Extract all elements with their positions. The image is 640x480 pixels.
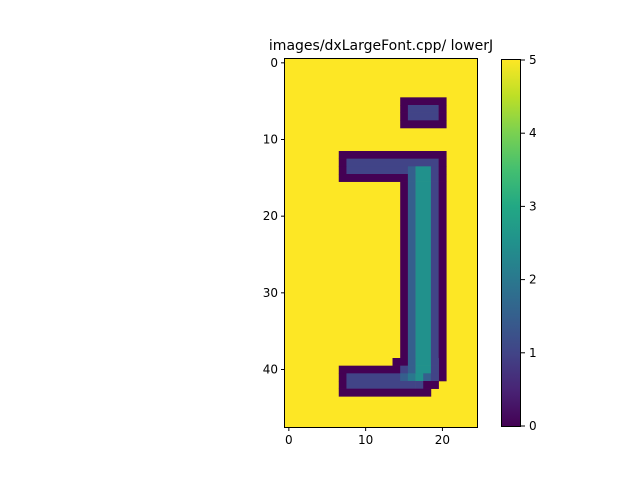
heatmap-cell bbox=[346, 166, 409, 175]
heatmap-cell bbox=[338, 365, 401, 374]
heatmap-cell bbox=[438, 105, 447, 113]
colorbar-tick-label: 5 bbox=[529, 53, 537, 67]
heatmap-cell bbox=[430, 358, 439, 366]
heatmap-cell bbox=[415, 358, 432, 366]
heatmap-cell bbox=[430, 174, 439, 182]
heatmap-cell bbox=[400, 97, 447, 106]
heatmap-cell bbox=[407, 373, 416, 382]
y-tick-label: 40 bbox=[263, 363, 278, 377]
heatmap-cell bbox=[407, 105, 439, 113]
heatmap-cell bbox=[438, 112, 447, 121]
heatmap-cell bbox=[407, 181, 416, 359]
heatmap-cell bbox=[438, 174, 447, 182]
heatmap-cell bbox=[415, 166, 432, 175]
y-tick-label: 20 bbox=[263, 209, 278, 223]
heatmap-cell bbox=[407, 358, 416, 366]
colorbar-tick-label: 1 bbox=[529, 346, 537, 360]
colorbar-tick-label: 3 bbox=[529, 199, 537, 213]
x-axis: 0 10 20 bbox=[285, 427, 450, 447]
heatmap-cell bbox=[407, 365, 416, 374]
heatmap-cell bbox=[415, 174, 432, 182]
heatmap-cell bbox=[338, 158, 347, 167]
heatmap-cell bbox=[438, 181, 447, 382]
heatmap-cell bbox=[338, 373, 347, 382]
heatmap-cell bbox=[407, 174, 416, 182]
colorbar-axis: 0 1 2 3 4 5 bbox=[521, 53, 537, 433]
colorbar bbox=[501, 59, 521, 427]
heatmap-cell bbox=[407, 112, 439, 121]
colorbar-tick-label: 4 bbox=[529, 126, 537, 140]
heatmap-cell bbox=[415, 373, 424, 382]
heatmap-cell bbox=[423, 373, 432, 382]
heatmap-cell bbox=[338, 388, 432, 397]
heatmap-cell bbox=[400, 105, 409, 113]
heatmap-cell bbox=[415, 365, 432, 374]
x-tick-label: 20 bbox=[435, 433, 450, 447]
heatmap-cells bbox=[285, 59, 477, 427]
heatmap-cell bbox=[392, 358, 409, 366]
heatmap-cell bbox=[423, 381, 439, 389]
heatmap-cell bbox=[407, 166, 416, 175]
heatmap-cell bbox=[346, 373, 401, 382]
y-tick-label: 10 bbox=[263, 133, 278, 147]
heatmap-cell bbox=[346, 158, 439, 167]
heatmap-cell bbox=[415, 381, 424, 389]
heatmap-cell bbox=[438, 158, 447, 167]
chart-title: images/dxLargeFont.cpp/ lowerJ bbox=[269, 38, 493, 54]
y-tick-label: 30 bbox=[263, 286, 278, 300]
heatmap-cell bbox=[415, 181, 432, 359]
heatmap-cell bbox=[430, 365, 439, 374]
heatmap-cell bbox=[430, 373, 439, 382]
heatmap-cell bbox=[400, 181, 409, 359]
colorbar-tick-label: 0 bbox=[529, 419, 537, 433]
heatmap-cell bbox=[430, 181, 439, 359]
plot-frame bbox=[284, 58, 478, 428]
heatmap-cell bbox=[430, 166, 439, 175]
heatmap-cell bbox=[338, 166, 347, 175]
y-tick-label: 0 bbox=[270, 56, 278, 70]
heatmap-cell bbox=[400, 120, 447, 129]
heatmap-cell bbox=[346, 381, 416, 389]
x-tick-label: 0 bbox=[285, 433, 293, 447]
heatmap-cell bbox=[338, 151, 447, 159]
y-axis: 0 10 20 30 40 bbox=[263, 56, 285, 377]
heatmap-cell bbox=[400, 365, 409, 374]
heatmap-cell bbox=[400, 112, 409, 121]
heatmap-cell bbox=[338, 174, 409, 182]
colorbar-tick-label: 2 bbox=[529, 273, 537, 287]
heatmap-cell bbox=[338, 381, 347, 389]
heatmap-cell bbox=[438, 166, 447, 175]
heatmap-cell bbox=[400, 373, 409, 382]
x-tick-label: 10 bbox=[358, 433, 373, 447]
